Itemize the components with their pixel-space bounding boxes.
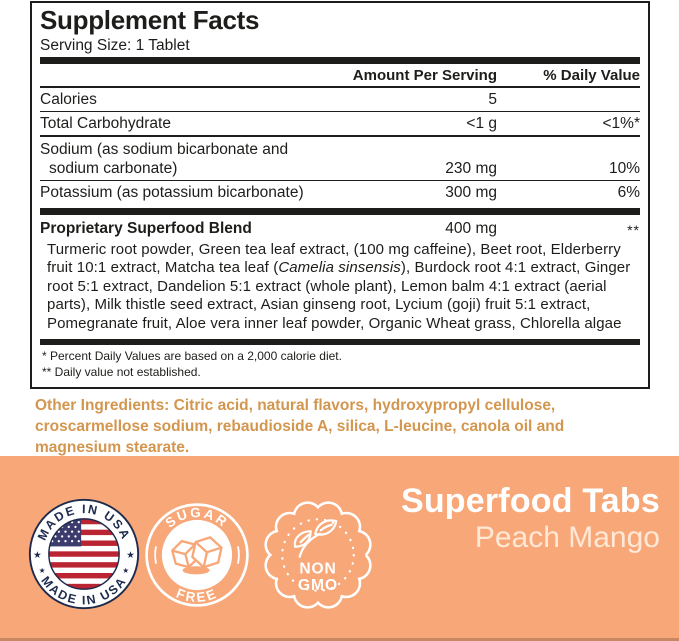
row-amount: 230 mg bbox=[445, 160, 497, 177]
product-name: Superfood Tabs bbox=[400, 482, 660, 520]
sugar-free-badge-icon: SUGAR FREE bbox=[145, 503, 249, 607]
blend-header-row: Proprietary Superfood Blend 400 mg ** bbox=[40, 215, 640, 240]
table-header-row: Amount Per Serving % Daily Value bbox=[40, 64, 640, 88]
table-row-sodium: Sodium (as sodium bicarbonate and sodium… bbox=[40, 137, 640, 181]
leaf-sprout-icon bbox=[293, 519, 338, 558]
free-text: FREE bbox=[174, 586, 217, 606]
divider-thick-bottom bbox=[40, 339, 640, 346]
table-row-calories: Calories 5 bbox=[40, 88, 640, 112]
non-gmo-badge-icon: NON GMO bbox=[264, 501, 372, 609]
svg-text:FREE: FREE bbox=[174, 586, 220, 606]
us-flag-icon bbox=[48, 518, 120, 590]
gmo-text: GMO bbox=[298, 577, 338, 594]
blend-dv: ** bbox=[627, 222, 640, 238]
brand-banner: MADE IN USA MADE IN USA ★ ★ ★ ★ SU bbox=[0, 456, 679, 641]
footnote-not-established: ** Daily value not established. bbox=[42, 364, 201, 379]
table-row-carbohydrate: Total Carbohydrate <1 g <1%* bbox=[40, 112, 640, 137]
row-dv: <1%* bbox=[602, 115, 641, 132]
panel-title: Supplement Facts bbox=[40, 5, 260, 35]
supplement-facts-panel: Supplement Facts Serving Size: 1 Tablet … bbox=[30, 1, 650, 389]
banner-text-block: Superfood Tabs Peach Mango bbox=[401, 482, 660, 556]
star-icon: ★ ★ ★ ★ bbox=[33, 550, 135, 575]
row-dv: 10% bbox=[608, 160, 640, 177]
divider-thick-top bbox=[40, 57, 640, 64]
header-amount: Amount Per Serving bbox=[352, 67, 497, 84]
flavor-name: Peach Mango bbox=[474, 521, 660, 554]
row-name: Sodium (as sodium bicarbonate and sodium… bbox=[40, 141, 289, 177]
non-text: NON bbox=[299, 560, 336, 577]
svg-text:★: ★ bbox=[126, 550, 135, 561]
scalloped-border bbox=[264, 501, 372, 609]
svg-text:★: ★ bbox=[39, 566, 46, 575]
header-daily-value: % Daily Value bbox=[543, 67, 640, 84]
row-dv: 6% bbox=[617, 184, 640, 201]
divider-thick-middle bbox=[40, 208, 640, 215]
blend-ingredients: Turmeric root powder, Green tea leaf ext… bbox=[47, 241, 631, 332]
serving-size: Serving Size: 1 Tablet bbox=[40, 37, 190, 54]
row-amount: 300 mg bbox=[445, 184, 497, 201]
svg-text:★: ★ bbox=[122, 566, 129, 575]
row-name: Calories bbox=[40, 91, 97, 108]
banner-bottom-edge bbox=[0, 638, 679, 641]
dotted-ring bbox=[281, 518, 355, 592]
made-in-usa-badge-icon: MADE IN USA MADE IN USA ★ ★ ★ ★ bbox=[28, 498, 140, 610]
species-name: Camelia sinsensis bbox=[278, 259, 401, 277]
row-amount: 5 bbox=[488, 91, 497, 108]
row-name: Potassium (as potassium bicarbonate) bbox=[40, 184, 304, 201]
other-ingredients: Other Ingredients: Citric acid, natural … bbox=[35, 397, 565, 456]
sugar-cubes-icon bbox=[171, 536, 223, 575]
blend-amount: 400 mg bbox=[445, 220, 497, 237]
svg-text:★: ★ bbox=[33, 550, 42, 561]
row-amount: <1 g bbox=[466, 115, 497, 132]
footnotes: * Percent Daily Values are based on a 2,… bbox=[40, 345, 640, 384]
row-name: Total Carbohydrate bbox=[40, 115, 171, 132]
footnote-daily-values: * Percent Daily Values are based on a 2,… bbox=[42, 349, 342, 364]
table-row-potassium: Potassium (as potassium bicarbonate) 300… bbox=[40, 181, 640, 205]
blend-name: Proprietary Superfood Blend bbox=[40, 220, 252, 237]
